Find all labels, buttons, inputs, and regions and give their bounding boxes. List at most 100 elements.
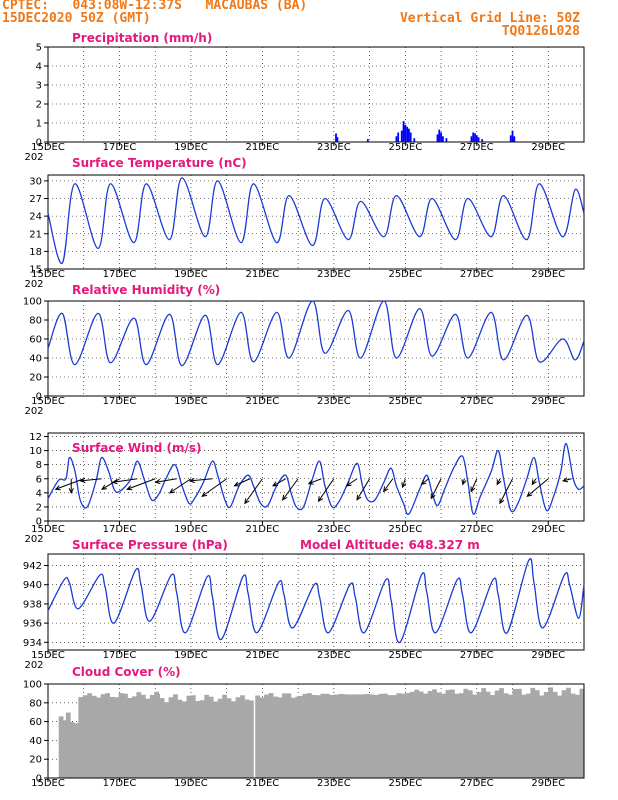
cloud-bar <box>63 720 68 778</box>
wind-arrowhead <box>345 481 352 487</box>
cloud-bar <box>298 695 303 778</box>
wind-arrowhead <box>54 485 61 491</box>
cloud-bar <box>414 689 420 778</box>
cloud-bar <box>566 687 571 778</box>
wind-arrowhead <box>430 493 436 500</box>
x-tick-label: 21DEC <box>246 650 280 661</box>
cloud-bar <box>347 694 353 778</box>
x-tick-label: 23DEC <box>317 396 351 407</box>
precip-bar <box>441 136 444 142</box>
wind-arrowhead <box>496 479 502 486</box>
cloud-bar <box>131 696 137 778</box>
y-tick-label: 100 <box>23 680 42 691</box>
y-tick-label: 80 <box>29 316 42 327</box>
panel-title: Surface Wind (m/s) <box>72 441 202 455</box>
wind-vector <box>383 478 394 492</box>
y-tick-label: 3 <box>36 81 42 92</box>
x-tick-label: 29DEC <box>531 524 565 535</box>
wind-arrowhead <box>126 485 133 491</box>
cloud-bar <box>217 698 223 778</box>
x-tick-label: 17DEC <box>103 650 137 661</box>
x-tick-label: 17DEC <box>103 778 137 789</box>
cloud-bar <box>149 695 155 778</box>
x-tick-label: 17DEC <box>103 142 137 153</box>
y-tick-label: 40 <box>29 736 42 747</box>
cloud-bar <box>432 689 437 778</box>
precip-bar <box>438 129 441 142</box>
wind-vector <box>318 478 335 502</box>
y-tick-label: 2 <box>36 100 42 111</box>
cloud-bar <box>338 693 344 778</box>
cloud-bar <box>264 694 269 778</box>
y-tick-label: 940 <box>23 580 42 591</box>
wind-vector <box>272 478 286 487</box>
year-fragment: 202 <box>24 152 43 163</box>
x-tick-label: 19DEC <box>174 778 208 789</box>
y-tick-label: 18 <box>29 247 42 258</box>
precip-bar <box>336 137 339 142</box>
cloud-bar <box>561 690 567 778</box>
y-tick-label: 10 <box>29 446 42 457</box>
x-tick-label: 25DEC <box>388 524 422 535</box>
x-tick-label: 23DEC <box>317 269 351 280</box>
precip-bar <box>436 134 439 142</box>
y-tick-label: 1 <box>36 119 42 130</box>
cloud-bar <box>374 694 379 778</box>
panel-title: Relative Humidity (%) <box>72 283 220 297</box>
wind-vector <box>244 478 263 504</box>
cloud-bar <box>82 695 88 778</box>
wind-arrowhead <box>101 484 107 490</box>
humidity-line <box>47 300 585 367</box>
x-tick-label: 15DEC <box>31 269 65 280</box>
cloud-bar <box>575 694 580 778</box>
y-tick-label: 938 <box>23 599 42 610</box>
cloud-bar <box>351 694 357 778</box>
panel-title: Precipitation (mm/h) <box>72 31 212 45</box>
x-tick-label: 17DEC <box>103 269 137 280</box>
wind-vector <box>470 478 478 492</box>
y-tick-label: 20 <box>29 373 42 384</box>
x-tick-label: 15DEC <box>31 142 65 153</box>
cloud-bar <box>427 691 433 778</box>
y-tick-label: 80 <box>29 698 42 709</box>
precip-bar <box>474 133 476 142</box>
cloud-bar <box>240 695 245 778</box>
y-tick-label: 6 <box>36 474 42 485</box>
cloud-bar <box>508 694 513 778</box>
wind-vector <box>101 478 120 490</box>
cloud-bar <box>69 721 75 778</box>
x-tick-label: 23DEC <box>317 142 351 153</box>
x-tick-label: 27DEC <box>460 396 494 407</box>
y-tick-label: 40 <box>29 354 42 365</box>
cloud-bar <box>204 694 210 778</box>
y-tick-label: 30 <box>29 176 42 187</box>
cloud-bar <box>268 693 274 778</box>
wind-arrowhead <box>201 491 208 497</box>
x-tick-label: 21DEC <box>246 142 280 153</box>
cloud-bar <box>91 695 97 778</box>
cloud-bar <box>324 693 330 778</box>
cloud-bar <box>168 697 174 778</box>
cloud-bar <box>383 693 388 778</box>
cloud-bar <box>123 693 128 778</box>
cloud-bar <box>481 688 487 778</box>
temperature-line <box>47 177 585 264</box>
precip-bar <box>470 136 473 142</box>
precip-bar <box>475 135 478 142</box>
cloud-bar <box>530 687 536 778</box>
x-tick-label: 29DEC <box>531 396 565 407</box>
x-tick-label: 29DEC <box>531 269 565 280</box>
cloud-bar <box>105 693 110 778</box>
cloud-bar <box>391 695 397 778</box>
cloud-bar <box>396 693 402 778</box>
cloud-bar <box>557 695 562 778</box>
header-line1-right: Vertical Grid Line: 50Z <box>399 11 580 26</box>
cloud-bar <box>499 688 504 778</box>
wind-arrowhead <box>461 479 467 486</box>
panel-title: Surface Pressure (hPa) <box>72 538 228 552</box>
cloud-bar <box>450 689 455 778</box>
cloud-bar <box>109 696 115 778</box>
cloud-bar <box>445 689 451 778</box>
year-fragment: 202 <box>24 279 43 290</box>
pressure-line <box>47 558 585 643</box>
